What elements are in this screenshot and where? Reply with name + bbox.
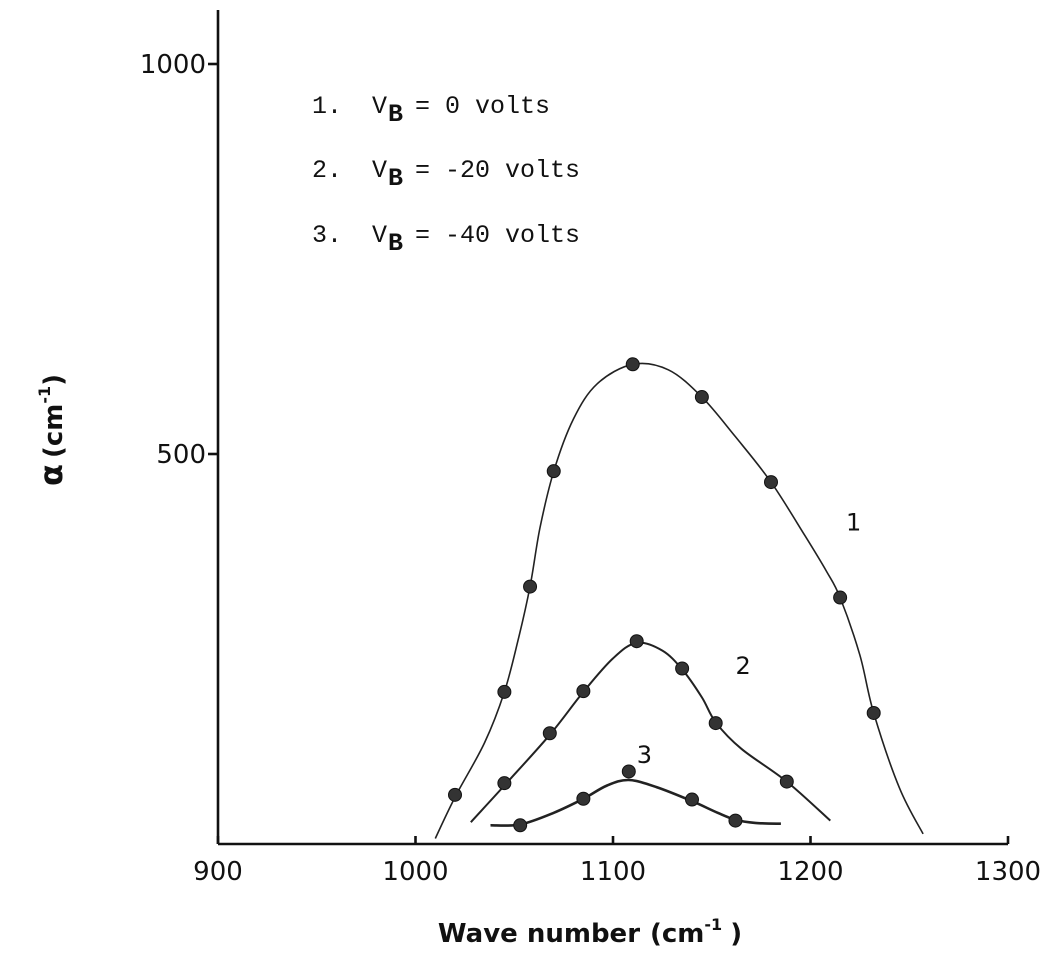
series-3-point [576,791,591,806]
axes [216,10,1008,846]
series-3-label: 3 [637,741,652,769]
x-tick-label: 1300 [975,857,1041,887]
x-tick-label: 1000 [382,857,448,887]
legend-entry: 1. V B = 0 volts [312,92,550,129]
legend-number: 1. [312,92,342,121]
series-2-point [542,726,557,741]
legend-subscript: B [388,164,403,193]
series-2-point [497,776,512,791]
series-2-curve [470,641,831,823]
series-1-point [497,684,512,699]
legend-number: 2. [312,156,342,185]
legend-number: 3. [312,221,342,250]
series-1-point [833,590,848,605]
legend-subscript: B [388,229,403,258]
x-axis-title: Wave number (cm-1) [438,915,742,949]
x-tick-label: 900 [193,857,243,887]
legend-subscript: B [388,100,403,129]
legend-value: = -40 volts [415,221,580,250]
series-1-point [448,787,462,802]
series-1-label: 1 [846,508,861,536]
series-1-curve [434,362,924,839]
x-tick-label: 1200 [777,857,843,887]
legend-entry: 3. V B = -40 volts [312,221,580,258]
series-3-point [621,764,636,779]
series-1-point [523,579,538,594]
y-tick-label: 500 [156,440,206,470]
legend-entry: 2. V B = -20 volts [312,156,580,193]
legend-value: = 0 volts [415,92,550,121]
series-3-point [513,818,528,833]
series-3-point [685,792,699,807]
legend-variable: V [372,156,387,185]
points [448,357,881,833]
series-3-point [728,813,743,828]
y-axis-title: α(cm-1) [32,374,70,486]
series-1-point [866,705,881,720]
curves: 1 2 3 [434,362,924,839]
series-1-point [764,475,778,490]
legend-variable: V [372,92,387,121]
legend-value: = -20 volts [415,156,580,185]
series-2-point [708,716,723,731]
legend-variable: V [372,221,387,250]
series-1-point [694,390,709,405]
series-2-point [629,634,644,649]
series-2-point [779,774,794,789]
ticks: 900 1000 1100 1200 1300 500 1000 [140,50,1041,887]
series-2-point [675,661,690,676]
x-tick-label: 1100 [580,857,646,887]
series-2-point [576,684,591,699]
series-1-point [625,357,640,372]
y-tick-label: 1000 [140,50,206,80]
series-1-point [546,464,561,479]
series-2-label: 2 [735,652,750,680]
